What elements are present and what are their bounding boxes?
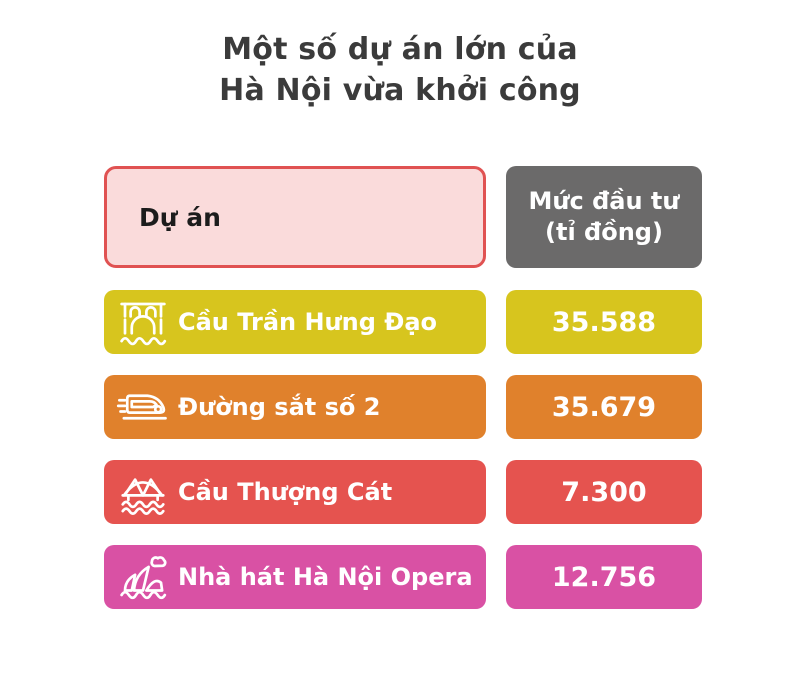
project-cell: Cầu Thượng Cát xyxy=(104,460,486,524)
table-row: Đường sắt số 2 35.679 xyxy=(104,375,702,439)
arch-viaduct-bridge-icon xyxy=(116,295,170,349)
project-label: Cầu Trần Hưng Đạo xyxy=(178,308,438,336)
project-cell: Cầu Trần Hưng Đạo xyxy=(104,290,486,354)
header-investment-line1: Mức đầu tư xyxy=(528,186,680,215)
table-header-row: Dự án Mức đầu tư (tỉ đồng) xyxy=(104,166,702,268)
truss-arch-bridge-icon xyxy=(116,465,170,519)
page-title-line2: Hà Nội vừa khởi công xyxy=(219,72,581,108)
page-title-line1: Một số dự án lớn của xyxy=(222,32,578,67)
investment-cell: 7.300 xyxy=(506,460,702,524)
projects-table: Dự án Mức đầu tư (tỉ đồng) xyxy=(104,166,702,630)
project-cell: Nhà hát Hà Nội Opera xyxy=(104,545,486,609)
opera-house-icon xyxy=(116,550,170,604)
header-investment-line2: (tỉ đồng) xyxy=(545,218,663,246)
investment-cell: 35.679 xyxy=(506,375,702,439)
project-label: Đường sắt số 2 xyxy=(178,393,381,421)
table-row: Cầu Thượng Cát 7.300 xyxy=(104,460,702,524)
investment-cell: 12.756 xyxy=(506,545,702,609)
table-row: Cầu Trần Hưng Đạo 35.588 xyxy=(104,290,702,354)
table-row: Nhà hát Hà Nội Opera 12.756 xyxy=(104,545,702,609)
header-project: Dự án xyxy=(104,166,486,268)
page-title: Một số dự án lớn của Hà Nội vừa khởi côn… xyxy=(0,0,800,111)
project-label: Nhà hát Hà Nội Opera xyxy=(178,563,473,591)
header-investment: Mức đầu tư (tỉ đồng) xyxy=(506,166,702,268)
project-cell: Đường sắt số 2 xyxy=(104,375,486,439)
bullet-train-icon xyxy=(116,380,170,434)
project-label: Cầu Thượng Cát xyxy=(178,478,393,506)
investment-cell: 35.588 xyxy=(506,290,702,354)
